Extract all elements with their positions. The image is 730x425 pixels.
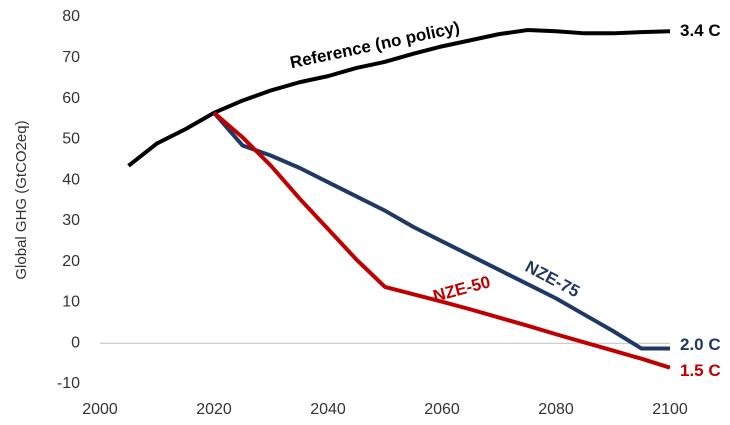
x-tick-label: 2000 [82, 401, 118, 418]
end-label: 3.4 C [680, 21, 721, 40]
y-tick-label: 30 [62, 212, 80, 229]
end-label: 1.5 C [680, 361, 721, 380]
series-label: NZE-50 [431, 272, 492, 306]
x-tick-label: 2100 [652, 401, 688, 418]
y-tick-label: 80 [62, 8, 80, 25]
x-tick-label: 2020 [196, 401, 232, 418]
end-label: 2.0 C [680, 335, 721, 354]
x-tick-label: 2080 [538, 401, 574, 418]
series-line [212, 111, 671, 370]
y-axis-label: Global GHG (GtCO2eq) [13, 120, 30, 279]
y-tick-label: 0 [71, 334, 80, 351]
y-tick-label: 40 [62, 171, 80, 188]
series-line [212, 111, 670, 351]
y-tick-label: 20 [62, 253, 80, 270]
y-tick-label: 60 [62, 90, 80, 107]
y-tick-label: 50 [62, 131, 80, 148]
y-tick-label: 70 [62, 49, 80, 66]
y-tick-label: 10 [62, 294, 80, 311]
y-tick-label: -10 [57, 375, 80, 392]
x-tick-label: 2040 [310, 401, 346, 418]
x-tick-label: 2060 [424, 401, 460, 418]
series-line [127, 28, 671, 168]
